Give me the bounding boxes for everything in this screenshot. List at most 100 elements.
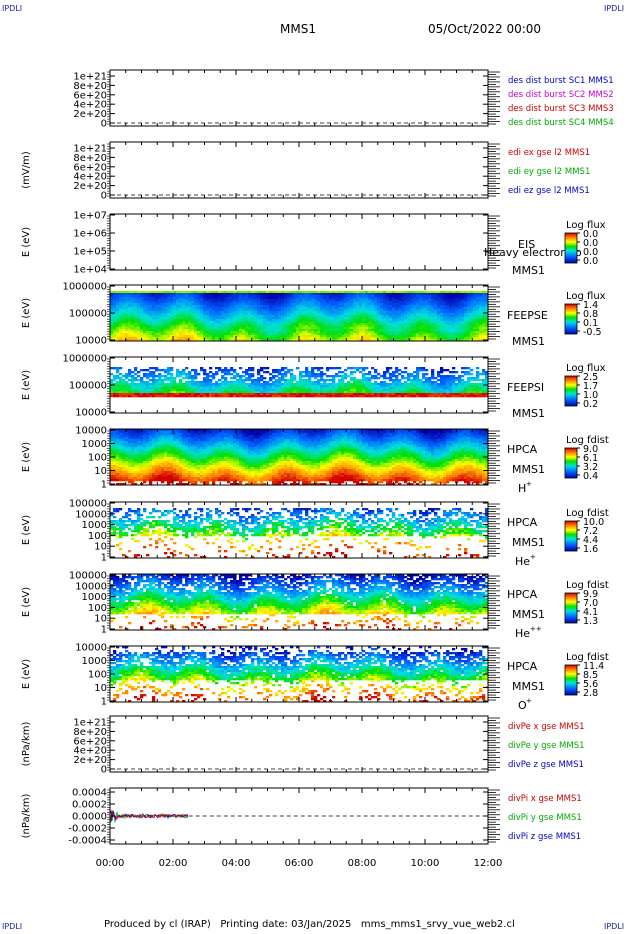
spectrogram-cell [218, 293, 222, 296]
spectrogram-cell [119, 337, 123, 340]
spectrogram-cell [116, 335, 120, 338]
spectrogram-cell [452, 375, 456, 378]
spectrogram-cell [176, 371, 180, 374]
spectrogram-cell [260, 389, 264, 392]
spectrogram-cell [452, 305, 456, 308]
spectrogram-cell [170, 337, 174, 340]
spectrogram-cell [260, 385, 264, 388]
spectrogram-cell [212, 385, 216, 388]
spectrogram-cell [221, 393, 225, 396]
spectrogram-cell [446, 331, 450, 334]
spectrogram-cell [482, 315, 486, 318]
spectrogram-cell [239, 325, 243, 328]
spectrogram-cell [236, 319, 240, 322]
spectrogram-cell [182, 317, 186, 320]
spectrogram-cell [305, 321, 309, 324]
spectrogram-cell [299, 385, 303, 388]
spectrogram-cell [245, 383, 249, 386]
spectrogram-cell [293, 389, 297, 392]
spectrogram-cell [242, 305, 246, 308]
spectrogram-cell [125, 389, 129, 392]
spectrogram-cell [146, 383, 150, 386]
y-tick-label: 100000 [69, 309, 107, 320]
spectrogram-cell [476, 297, 480, 300]
spectrogram-cell [233, 329, 237, 332]
spectrogram-cell [314, 293, 318, 296]
spectrogram-cell [386, 307, 390, 310]
spectrogram-cell [362, 335, 366, 338]
spectrogram-cell [440, 291, 444, 294]
spectrogram-cell [275, 383, 279, 386]
spectrogram-cell [263, 305, 267, 308]
spectrogram-cell [344, 369, 348, 372]
spectrogram-cell [395, 387, 399, 390]
spectrogram-cell [110, 389, 114, 392]
spectrogram-cell [236, 293, 240, 296]
spectrogram-cell [371, 295, 375, 298]
spectrogram-cell [410, 381, 414, 384]
spectrogram-cell [194, 307, 198, 310]
spectrogram-cell [176, 389, 180, 392]
spectrogram-cell [434, 321, 438, 324]
spectrogram-cell [323, 309, 327, 312]
spectrogram-cell [401, 293, 405, 296]
spectrogram-cell [374, 301, 378, 304]
spectrogram-cell [383, 337, 387, 340]
spectrogram-cell [140, 393, 144, 396]
spectrogram-cell [380, 327, 384, 330]
spectrogram-cell [407, 329, 411, 332]
spectrogram-cell [299, 297, 303, 300]
spectrogram-cell [140, 391, 144, 394]
spectrogram-cell [167, 379, 171, 382]
spectrogram-cell [134, 303, 138, 306]
spectrogram-cell [395, 295, 399, 298]
spectrogram-cell [233, 387, 237, 390]
spectrogram-cell [434, 329, 438, 332]
spectrogram-cell [383, 323, 387, 326]
spectrogram-cell [365, 389, 369, 392]
spectrogram-cell [305, 323, 309, 326]
spectrogram-cell [326, 325, 330, 328]
spectrogram-cell [170, 297, 174, 300]
spectrogram-cell [302, 293, 306, 296]
spectrogram-cell [365, 331, 369, 334]
spectrogram-cell [470, 299, 474, 302]
spectrogram-cell [251, 299, 255, 302]
spectrogram-cell [296, 329, 300, 332]
spectrogram-cell [353, 315, 357, 318]
spectrogram-cell [407, 317, 411, 320]
spectrogram-cell [233, 299, 237, 302]
spectrogram-cell [167, 333, 171, 336]
spectrogram-cell [248, 331, 252, 334]
spectrogram-cell [419, 379, 423, 382]
spectrogram-cell [170, 381, 174, 384]
spectrogram-cell [299, 303, 303, 306]
spectrogram-cell [263, 331, 267, 334]
spectrogram-cell [113, 335, 117, 338]
spectrogram-cell [365, 333, 369, 336]
spectrogram-cell [308, 331, 312, 334]
spectrogram-cell [386, 297, 390, 300]
spectrogram-cell [209, 307, 213, 310]
spectrogram-cell [242, 371, 246, 374]
spectrogram-cell [146, 335, 150, 338]
spectrogram-cell [152, 375, 156, 378]
spectrogram-cell [314, 339, 318, 342]
spectrogram-cell [314, 333, 318, 336]
spectrogram-cell [125, 291, 129, 294]
spectrogram-cell [350, 299, 354, 302]
spectrogram-cell [275, 293, 279, 296]
colorbar-tick-label: 0.0 [583, 229, 598, 240]
spectrogram-cell [398, 393, 402, 396]
spectrogram-cell [254, 395, 258, 398]
spectrogram-cell [245, 331, 249, 334]
spectrogram-cell [404, 371, 408, 374]
spectrogram-cell [176, 339, 180, 342]
spectrogram-cell [272, 385, 276, 388]
spectrogram-cell [482, 335, 486, 338]
spectrogram-cell [419, 383, 423, 386]
spectrogram-cell [365, 383, 369, 386]
spectrogram-cell [437, 339, 441, 342]
spectrogram-cell [389, 307, 393, 310]
spectrogram-cell [185, 319, 189, 322]
